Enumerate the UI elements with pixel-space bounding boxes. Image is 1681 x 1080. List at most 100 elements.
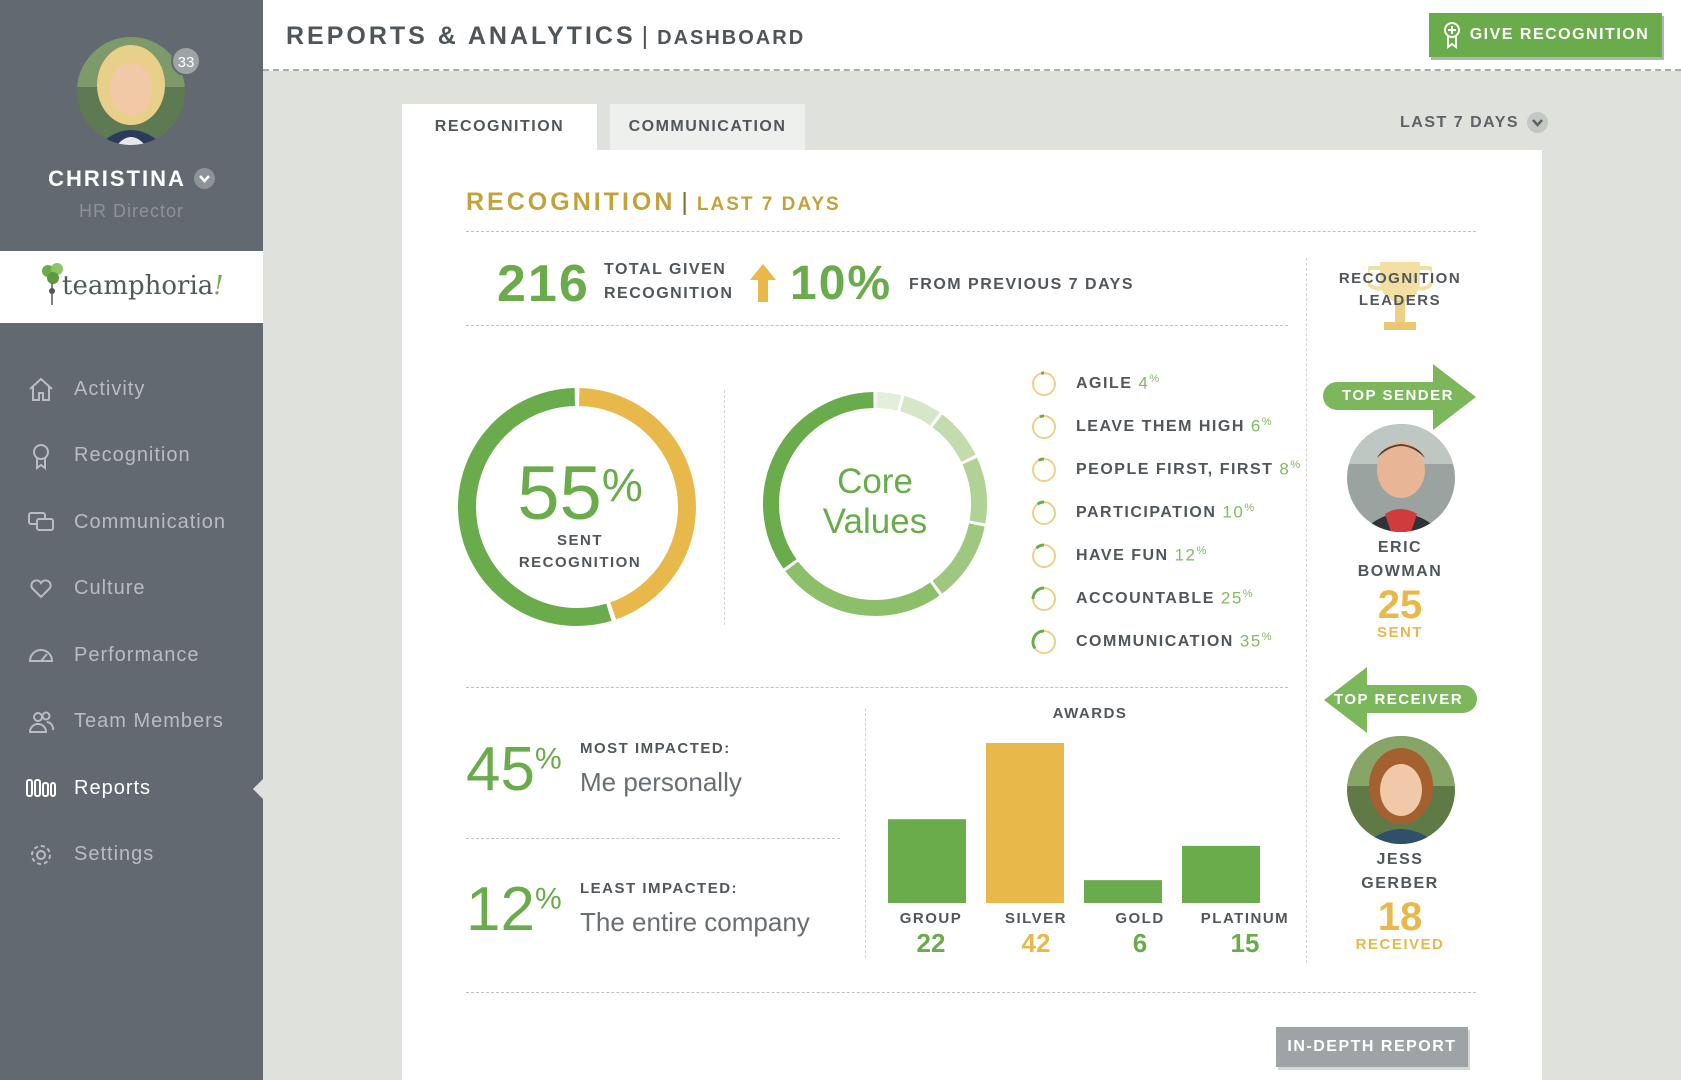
brand-logo[interactable]: teamphoria! <box>0 251 263 323</box>
change-label: FROM PREVIOUS 7 DAYS <box>909 276 1135 293</box>
sidebar: 33 CHRISTINA HR Director teamphoria! Act… <box>0 0 263 1080</box>
donut-segment-core-value <box>876 392 902 411</box>
donut-segment-core-value <box>900 395 940 426</box>
chevron-down-icon[interactable] <box>193 167 215 189</box>
bar-value-label: 15 <box>1230 928 1260 958</box>
logo-text: teamphoria <box>62 271 214 301</box>
nav-label: Performance <box>74 643 200 666</box>
legend-pct: 25% <box>1221 588 1254 609</box>
ribbon-icon <box>1443 22 1460 49</box>
in-depth-report-button[interactable]: IN-DEPTH REPORT <box>1276 1027 1468 1067</box>
bar-group[interactable] <box>888 819 966 903</box>
people-icon <box>26 707 56 737</box>
most-impacted-value: Me personally <box>580 767 742 797</box>
total-label-line1: TOTAL GIVEN <box>604 261 727 278</box>
core-values-center: Core Values <box>760 462 990 542</box>
nav-item-recognition[interactable]: Recognition <box>0 423 263 490</box>
top-sender-avatar[interactable] <box>1347 424 1455 532</box>
ring-fill <box>1035 543 1045 549</box>
legend-pct-value: 4 <box>1138 373 1150 393</box>
top-header: REPORTS & ANALYTICS | DASHBOARD GIVE RECOG… <box>263 0 1681 71</box>
tab-communication[interactable]: COMMUNICATION <box>610 104 805 150</box>
nav-item-performance[interactable]: Performance <box>0 622 263 689</box>
pct-sign: % <box>1149 373 1161 386</box>
nav-item-activity[interactable]: Activity <box>0 356 263 423</box>
bar-category-label: GOLD <box>1115 910 1165 927</box>
nav-label: Culture <box>74 577 146 600</box>
receiver-last-name: GERBER <box>1361 875 1439 892</box>
least-impacted-pct: 12% <box>466 874 562 945</box>
legend-label: LEAVE THEM HIGH <box>1076 417 1245 435</box>
nav-item-communication[interactable]: Communication <box>0 489 263 556</box>
pct-sign: % <box>1290 459 1302 472</box>
divider <box>1306 258 1307 963</box>
top-sender-count: 25 <box>1377 583 1423 627</box>
nav-label: Communication <box>74 510 226 533</box>
gauge-icon <box>26 640 56 670</box>
bar-platinum[interactable] <box>1182 845 1260 903</box>
divider <box>466 687 1288 688</box>
pct-sign: % <box>534 882 562 916</box>
core-values-donut <box>763 392 987 616</box>
bar-value-label: 6 <box>1132 928 1148 958</box>
user-name[interactable]: CHRISTINA <box>0 166 263 192</box>
title-main: REPORTS & ANALYTICS <box>286 22 636 50</box>
sidebar-nav: Activity Recognition Communication Cultu… <box>0 356 263 888</box>
title-sub: DASHBOARD <box>657 27 806 49</box>
divider <box>466 992 1476 993</box>
core-values-line2: Values <box>822 502 928 541</box>
top-sender-unit: SENT <box>1376 624 1423 641</box>
core-values-line1: Core <box>837 462 913 501</box>
top-receiver-name: JESS GERBER <box>1318 848 1482 896</box>
bar-category-label: SILVER <box>1004 910 1068 927</box>
top-receiver-avatar[interactable] <box>1347 736 1455 844</box>
legend-pct-value: 8 <box>1279 459 1291 479</box>
section-subtitle: LAST 7 DAYS <box>696 194 841 215</box>
tab-recognition[interactable]: RECOGNITION <box>402 104 597 150</box>
ring-fill <box>1031 586 1045 599</box>
user-name-label: CHRISTINA <box>48 166 186 191</box>
total-given-value: 216 <box>497 255 590 313</box>
pct-sign: % <box>1244 502 1256 515</box>
legend-pct-value: 6 <box>1250 416 1262 436</box>
sent-recognition-donut <box>458 388 696 626</box>
nav-item-team-members[interactable]: Team Members <box>0 689 263 756</box>
nav-item-culture[interactable]: Culture <box>0 556 263 623</box>
nav-item-reports[interactable]: Reports <box>0 755 263 822</box>
avatar[interactable] <box>77 37 185 145</box>
sent-label-line2: RECOGNITION <box>518 554 642 571</box>
period-dropdown[interactable]: LAST 7 DAYS <box>1400 112 1549 133</box>
legend-pct-value: 35 <box>1239 631 1262 651</box>
user-role: HR Director <box>78 201 184 221</box>
donut-segment-core-value <box>962 457 987 524</box>
nav-item-settings[interactable]: Settings <box>0 822 263 889</box>
legend-item: ACCOUNTABLE 25% <box>1030 577 1302 620</box>
legend-item: PEOPLE FIRST, FIRST 8% <box>1030 448 1302 491</box>
bar-silver[interactable] <box>986 743 1064 903</box>
ring-track <box>1032 457 1056 482</box>
notification-badge[interactable]: 33 <box>171 46 201 76</box>
arrow-up-icon <box>750 264 776 302</box>
core-values-legend: AGILE 4% LEAVE THEM HIGH 6% PEOPLE FIRST, … <box>1030 362 1302 663</box>
sent-pct-sign: % <box>601 459 643 511</box>
legend-item: HAVE FUN 12% <box>1030 534 1302 577</box>
legend-label: AGILE <box>1076 374 1133 392</box>
sent-pct-num: 55 <box>517 451 602 536</box>
bar-gold[interactable] <box>1084 880 1162 903</box>
legend-pct: 12% <box>1175 545 1208 566</box>
ring-fill <box>1036 500 1045 505</box>
progress-ring-icon <box>1032 457 1056 482</box>
legend-label: PARTICIPATION <box>1076 503 1217 521</box>
donut-segment-received <box>578 388 696 620</box>
legend-item: COMMUNICATION 35% <box>1030 620 1302 663</box>
give-recognition-button[interactable]: GIVE RECOGNITION <box>1429 13 1662 57</box>
progress-ring-icon <box>1032 543 1056 568</box>
donut-segment-core-value <box>932 414 976 463</box>
legend-pct: 10% <box>1222 502 1255 523</box>
divider <box>724 390 725 625</box>
most-pct-num: 45 <box>466 735 535 804</box>
section-title-main: RECOGNITION <box>466 188 676 216</box>
progress-ring-icon <box>1032 371 1056 396</box>
legend-label: HAVE FUN <box>1076 546 1169 564</box>
legend-pct: 35% <box>1240 631 1273 652</box>
